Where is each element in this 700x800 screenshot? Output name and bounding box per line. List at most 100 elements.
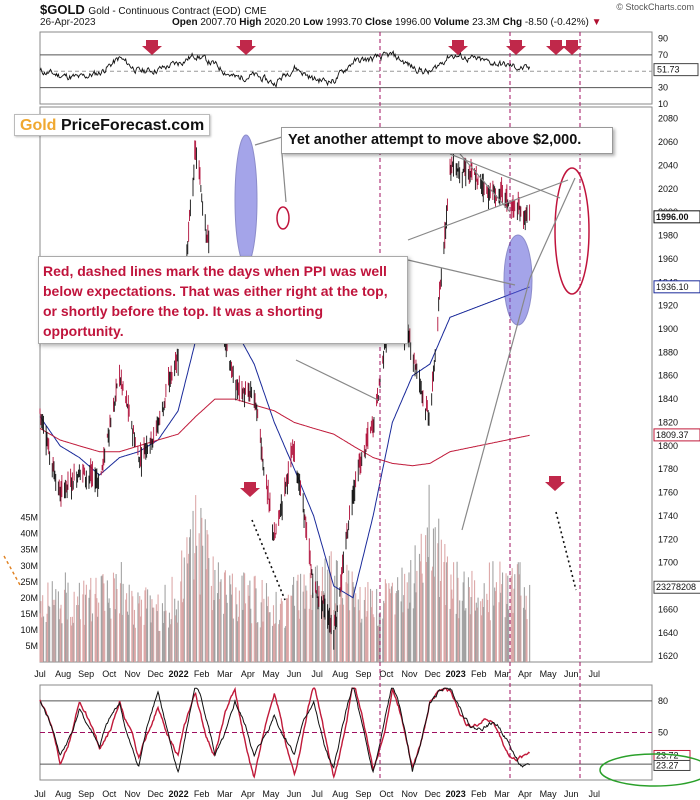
volume-bar	[464, 610, 466, 662]
volume-bar	[428, 484, 430, 662]
volume-bar	[529, 584, 531, 662]
volume-bar	[383, 603, 386, 662]
volume-bar	[293, 576, 295, 662]
stoch-slow-line	[39, 687, 530, 774]
ticker-name: Gold - Continuous Contract (EOD)	[88, 6, 241, 17]
volume-bar	[259, 627, 261, 662]
volume-bar	[389, 588, 391, 662]
close-value: 1996.00	[394, 17, 432, 28]
volume-bar	[155, 604, 157, 662]
volume-bar	[251, 623, 253, 662]
volume-bar	[518, 574, 520, 662]
stoch-last-label: 23.27	[656, 760, 679, 770]
volume-bar	[90, 577, 92, 662]
volume-tick-label: 40M	[20, 529, 38, 539]
volume-bar	[273, 624, 275, 662]
volume-bar	[223, 613, 225, 662]
volume-bar	[168, 612, 170, 662]
x-axis-label-upper: Jul	[589, 669, 601, 679]
x-axis-label-lower: Jul	[34, 789, 46, 799]
x-axis-label-lower: May	[262, 789, 280, 799]
rsi-down-arrow	[448, 40, 468, 55]
volume-bar	[79, 619, 81, 662]
close-label: Close	[364, 17, 393, 28]
volume-bar	[481, 615, 483, 662]
volume-bar	[397, 590, 400, 662]
ma-short-line	[39, 286, 530, 599]
x-axis-label-upper: Dec	[147, 669, 164, 679]
pointer-line	[281, 153, 287, 203]
rsi-line	[39, 50, 531, 88]
volume-bar	[226, 602, 228, 662]
logo-gold-text: Gold	[20, 117, 57, 134]
volume-bar	[524, 609, 526, 662]
volume-bar	[45, 621, 47, 662]
volume-bar	[238, 590, 240, 662]
volume-bar	[241, 575, 243, 662]
volume-bar	[373, 617, 375, 662]
volume-bar	[175, 609, 177, 662]
volume-bar	[318, 591, 320, 662]
volume-bar	[186, 537, 188, 662]
x-axis-label-upper: Apr	[241, 669, 255, 679]
volume-bar	[421, 573, 423, 662]
volume-bar	[278, 624, 280, 662]
volume-bar	[471, 570, 473, 662]
volume-bar	[351, 571, 353, 662]
volume-bar	[422, 582, 424, 662]
volume-bar	[352, 582, 354, 662]
price-tick-label: 1860	[658, 371, 678, 381]
volume-bar	[340, 590, 342, 662]
volume-bar	[462, 582, 464, 662]
volume-bar	[107, 602, 109, 662]
volume-bar	[342, 598, 344, 662]
pointer-line	[459, 153, 511, 213]
volume-bar	[198, 533, 200, 662]
x-axis-label-upper: Aug	[55, 669, 71, 679]
rsi-tick-label: 70	[658, 50, 668, 60]
x-axis-label-lower: Oct	[379, 789, 394, 799]
x-axis-label-lower: Mar	[494, 789, 510, 799]
volume-bar	[82, 594, 84, 662]
volume-bar	[131, 590, 133, 662]
volume-bar	[213, 600, 215, 662]
volume-bar	[316, 565, 318, 662]
volume-bar	[189, 529, 191, 662]
volume-bar	[511, 568, 513, 662]
volume-bar	[115, 574, 117, 662]
volume-bar	[339, 604, 341, 662]
volume-bar	[272, 605, 275, 662]
volume-bar	[49, 606, 51, 662]
volume-bar	[500, 592, 502, 662]
x-axis-label-upper: Nov	[124, 669, 141, 679]
ticker-title: $GOLD Gold - Continuous Contract (EOD) C…	[40, 2, 267, 17]
x-axis-label-upper: Nov	[402, 669, 419, 679]
volume-bar	[182, 598, 184, 662]
volume-bar	[202, 545, 204, 662]
volume-bar	[377, 625, 379, 662]
volume-bar	[230, 584, 232, 662]
volume-bar	[170, 619, 172, 662]
volume-bar	[66, 619, 68, 662]
volume-bar	[157, 594, 159, 662]
rsi-down-arrow	[236, 40, 256, 55]
rsi-tick-label: 90	[658, 34, 668, 44]
x-axis-label-upper: Jul	[34, 669, 46, 679]
logo: Gold PriceForecast.com	[14, 114, 210, 136]
volume-bar	[493, 605, 495, 662]
volume-bar	[145, 587, 147, 662]
volume-bar	[94, 593, 96, 662]
blue-highlight-ellipse	[503, 234, 533, 326]
volume-bar	[384, 579, 386, 662]
volume-bar	[487, 599, 489, 662]
x-axis-label-lower: Oct	[102, 789, 117, 799]
volume-bar	[425, 535, 427, 662]
volume-bar	[465, 608, 467, 662]
pointer-line	[254, 136, 283, 146]
volume-bar	[232, 618, 234, 662]
volume-bar	[46, 613, 48, 662]
volume-bar	[439, 597, 441, 662]
volume-bar	[122, 583, 124, 662]
volume-bar	[91, 621, 93, 662]
volume-bar	[89, 589, 91, 662]
